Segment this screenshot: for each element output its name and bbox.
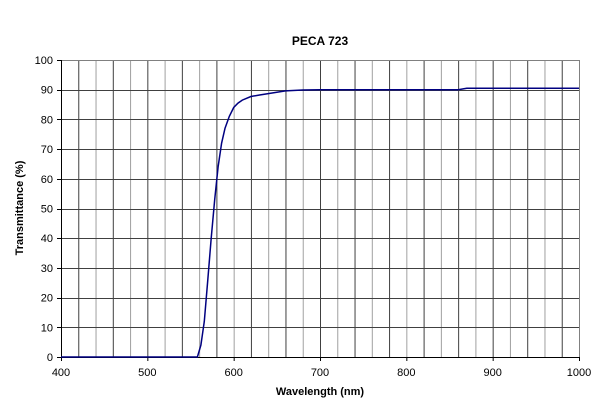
- y-tick-label: 60: [41, 174, 53, 186]
- x-tick-label: 600: [224, 367, 242, 379]
- x-axis-label: Wavelength (nm): [276, 386, 365, 398]
- y-tick-label: 90: [41, 85, 53, 97]
- y-axis-label: Transmittance (%): [14, 160, 26, 255]
- x-tick-labels: 400 500 600 700 800 900 1000: [52, 367, 591, 379]
- y-tick-label: 10: [41, 322, 53, 334]
- x-tick-label: 900: [483, 367, 501, 379]
- y-tick-label: 50: [41, 204, 53, 216]
- transmittance-curve: [61, 87, 579, 358]
- x-tick-label: 1000: [567, 367, 591, 379]
- chart-title: PECA 723: [291, 34, 349, 48]
- y-tick-label: 80: [41, 114, 53, 126]
- y-tick-labels: 0 10 20 30 40 50 60 70 80 90 100: [35, 55, 53, 364]
- grid-lines: [61, 60, 579, 357]
- axes: [57, 60, 580, 361]
- x-tick-label: 700: [311, 367, 329, 379]
- y-tick-label: 0: [47, 352, 53, 364]
- y-tick-label: 40: [41, 233, 53, 245]
- x-tick-label: 800: [397, 367, 415, 379]
- y-tick-label: 20: [41, 293, 53, 305]
- y-tick-label: 100: [35, 55, 53, 67]
- x-tick-label: 400: [52, 367, 70, 379]
- y-tick-label: 70: [41, 144, 53, 156]
- x-tick-label: 500: [138, 367, 156, 379]
- y-tick-label: 30: [41, 263, 53, 275]
